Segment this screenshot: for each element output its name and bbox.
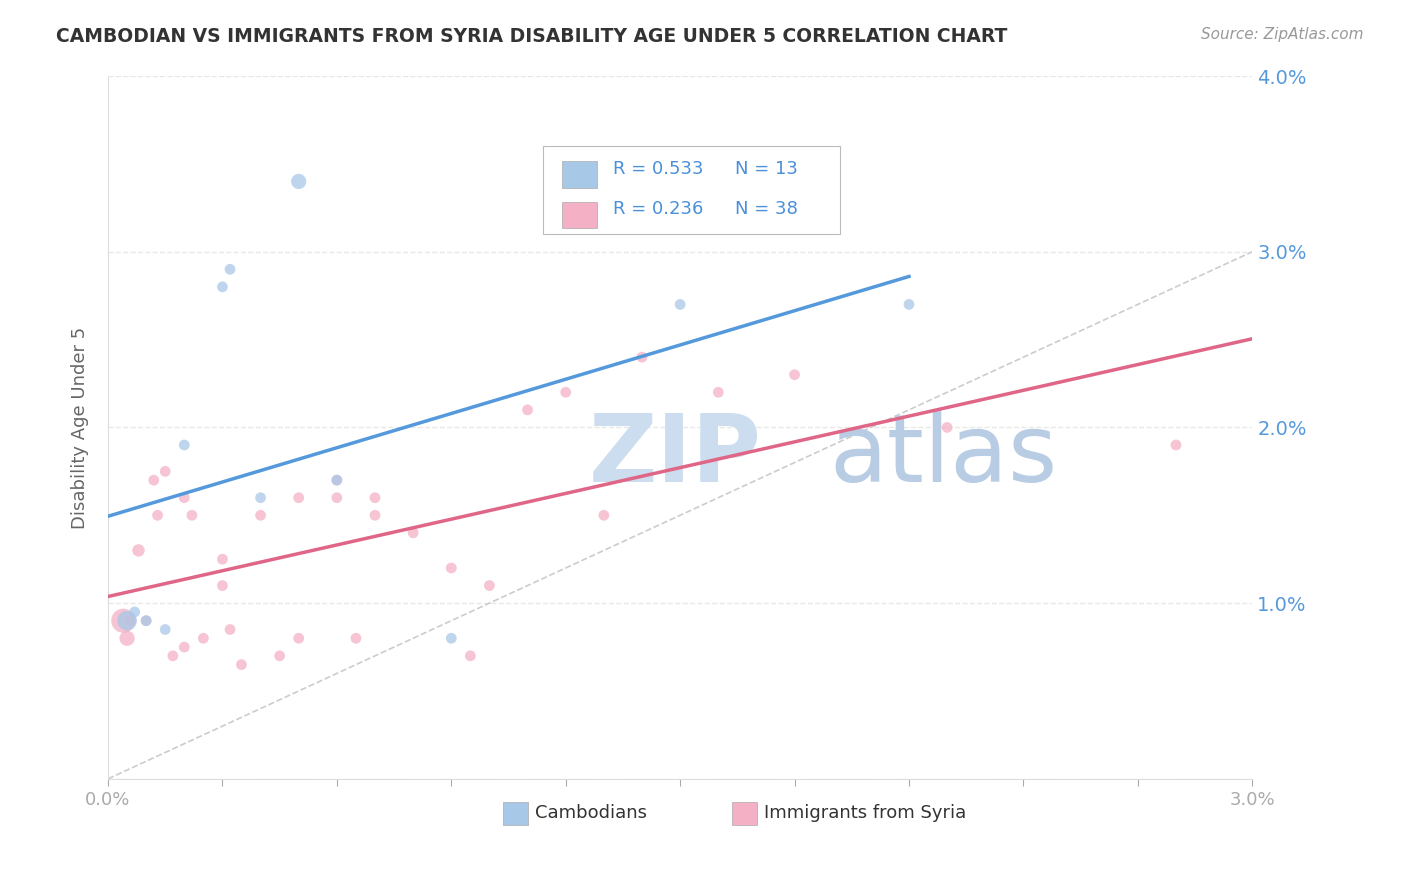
Point	[173, 640, 195, 654]
Point	[135, 614, 157, 628]
Point	[211, 280, 233, 294]
Point	[269, 648, 291, 663]
Point	[440, 632, 463, 646]
Point	[936, 420, 959, 434]
Point	[153, 623, 176, 637]
Y-axis label: Disability Age Under 5: Disability Age Under 5	[72, 326, 89, 529]
Point	[1164, 438, 1187, 452]
Point	[287, 174, 309, 188]
FancyBboxPatch shape	[562, 161, 596, 188]
Point	[162, 648, 184, 663]
Point	[115, 614, 138, 628]
Point	[707, 385, 730, 400]
Point	[364, 491, 387, 505]
Point	[211, 578, 233, 592]
Point	[249, 491, 271, 505]
Text: Source: ZipAtlas.com: Source: ZipAtlas.com	[1201, 27, 1364, 42]
Point	[478, 578, 501, 592]
Point	[287, 632, 309, 646]
Point	[344, 632, 367, 646]
Point	[364, 508, 387, 523]
Point	[231, 657, 253, 672]
Point	[402, 525, 425, 540]
Text: Cambodians: Cambodians	[534, 805, 647, 822]
Point	[173, 438, 195, 452]
Point	[592, 508, 614, 523]
Point	[120, 614, 142, 628]
Point	[554, 385, 576, 400]
Point	[516, 402, 538, 417]
FancyBboxPatch shape	[503, 802, 527, 824]
Point	[287, 491, 309, 505]
Point	[211, 552, 233, 566]
Point	[440, 561, 463, 575]
Point	[124, 605, 146, 619]
Point	[180, 508, 202, 523]
Text: N = 13: N = 13	[735, 160, 799, 178]
Text: Immigrants from Syria: Immigrants from Syria	[763, 805, 966, 822]
FancyBboxPatch shape	[562, 202, 596, 228]
Point	[326, 473, 349, 487]
Point	[193, 632, 215, 646]
Point	[135, 614, 157, 628]
Text: CAMBODIAN VS IMMIGRANTS FROM SYRIA DISABILITY AGE UNDER 5 CORRELATION CHART: CAMBODIAN VS IMMIGRANTS FROM SYRIA DISAB…	[56, 27, 1008, 45]
FancyBboxPatch shape	[731, 802, 756, 824]
Point	[631, 350, 654, 364]
Point	[219, 623, 242, 637]
Point	[326, 491, 349, 505]
Point	[115, 632, 138, 646]
Point	[783, 368, 806, 382]
Text: R = 0.533: R = 0.533	[613, 160, 703, 178]
Point	[898, 297, 921, 311]
Point	[460, 648, 482, 663]
FancyBboxPatch shape	[543, 146, 841, 235]
Point	[219, 262, 242, 277]
Point	[146, 508, 169, 523]
Point	[142, 473, 165, 487]
Point	[669, 297, 692, 311]
Text: atlas: atlas	[830, 409, 1057, 501]
Point	[153, 464, 176, 478]
Text: R = 0.236: R = 0.236	[613, 201, 703, 219]
Point	[128, 543, 150, 558]
Text: N = 38: N = 38	[735, 201, 799, 219]
Point	[326, 473, 349, 487]
Point	[173, 491, 195, 505]
Point	[249, 508, 271, 523]
Text: ZIP: ZIP	[589, 409, 762, 501]
Point	[112, 614, 135, 628]
